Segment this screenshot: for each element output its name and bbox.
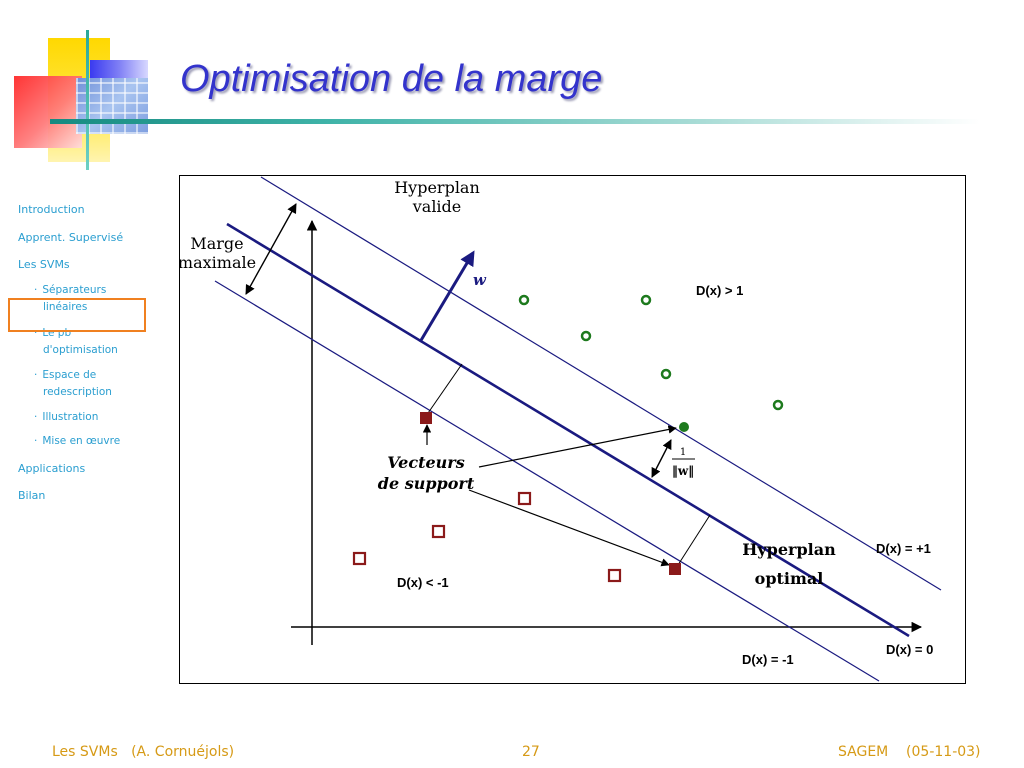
hyperplan-optimal-line [226, 222, 910, 638]
title-rule [50, 119, 980, 124]
hyperplan-valide-line [260, 176, 942, 591]
inverse-norm-arrow [651, 439, 672, 478]
sidebar-subitem-label: Espace de [42, 369, 97, 381]
label-d-gt-1: D(x) > 1 [696, 283, 743, 298]
positive-point [640, 294, 652, 306]
footer-page-number: 27 [522, 744, 540, 760]
negative-point [431, 524, 446, 539]
label-d-eq-p1: D(x) = +1 [876, 541, 931, 556]
label-hyperplan-valide: Hyperplan [394, 178, 480, 197]
marge-maximale-arrow [245, 203, 297, 295]
current-section-highlight [8, 298, 146, 332]
bullet-icon: · [34, 284, 38, 296]
sidebar-subitem-illustration[interactable]: · Illustration [34, 409, 98, 426]
positive-support-vector [679, 422, 689, 432]
negative-point [607, 568, 622, 583]
bullet-icon: · [34, 327, 38, 339]
positive-point [772, 399, 784, 411]
footer-right: SAGEM (05-11-03) [838, 744, 981, 760]
bullet-icon: · [34, 411, 38, 423]
label-marge-maximale: maximale [179, 253, 256, 272]
page-title: Optimisation de la marge [180, 58, 603, 100]
label-hyperplan-optimal: Hyperplan [742, 540, 836, 559]
positive-point [518, 294, 530, 306]
sidebar-subitem-label-2: d'optimisation [43, 344, 118, 356]
fraction-numerator: 1 [680, 447, 686, 458]
svm-margin-diagram: Hyperplan valide Marge maximale w D(x) >… [179, 175, 966, 684]
footer-left: Les SVMs (A. Cornuéjols) [52, 744, 235, 760]
sidebar-subitem-label: Séparateurs [42, 284, 107, 296]
label-hyperplan-optimal: optimal [755, 569, 824, 588]
label-hyperplan-valide: valide [412, 197, 462, 216]
sidebar-subitem-espace[interactable]: · Espace de redescription [34, 367, 112, 401]
sidebar-item-les-svms[interactable]: Les SVMs [18, 258, 70, 271]
negative-support-vector [669, 563, 681, 575]
bullet-icon: · [34, 435, 38, 447]
negative-point [352, 551, 367, 566]
w-vector [418, 250, 475, 343]
label-vecteurs-support: Vecteurs [387, 453, 465, 472]
logo-red-block [14, 76, 82, 148]
sidebar-item-applications[interactable]: Applications [18, 462, 86, 475]
positive-point [580, 330, 592, 342]
support-pointer [468, 489, 670, 567]
negative-point [517, 491, 532, 506]
fraction-denominator: ‖w‖ [672, 464, 694, 478]
sidebar-subitem-label-2: redescription [43, 386, 112, 398]
distance-segment [425, 363, 463, 417]
sidebar-subitem-mise-en-oeuvre[interactable]: · Mise en œuvre [34, 433, 120, 450]
logo [10, 30, 160, 170]
support-pointer [478, 425, 677, 468]
negative-support-vector [420, 412, 432, 424]
sidebar-item-apprent-supervise[interactable]: Apprent. Supervisé [18, 231, 124, 244]
bullet-icon: · [34, 369, 38, 381]
label-vecteurs-support: de support [378, 474, 475, 493]
sidebar-subitem-label-2: linéaires [43, 301, 88, 313]
positive-point [660, 368, 672, 380]
logo-vertical-line [86, 30, 89, 170]
sidebar-item-introduction[interactable]: Introduction [18, 203, 85, 216]
sidebar-subitem-label: Mise en œuvre [42, 435, 121, 447]
label-d-eq-m1: D(x) = -1 [742, 652, 794, 667]
label-w: w [473, 271, 487, 289]
sidebar-subitem-separateurs[interactable]: · Séparateurs linéaires [34, 282, 106, 316]
label-marge-maximale: Marge [190, 234, 243, 253]
label-d-eq-0: D(x) = 0 [886, 642, 933, 657]
label-d-lt-m1: D(x) < -1 [397, 575, 449, 590]
sidebar-subitem-label: Illustration [42, 411, 99, 423]
distance-segment [677, 514, 711, 566]
margin-lower-line [214, 280, 880, 682]
diagram-frame [179, 175, 966, 684]
sidebar-item-bilan[interactable]: Bilan [18, 489, 46, 502]
